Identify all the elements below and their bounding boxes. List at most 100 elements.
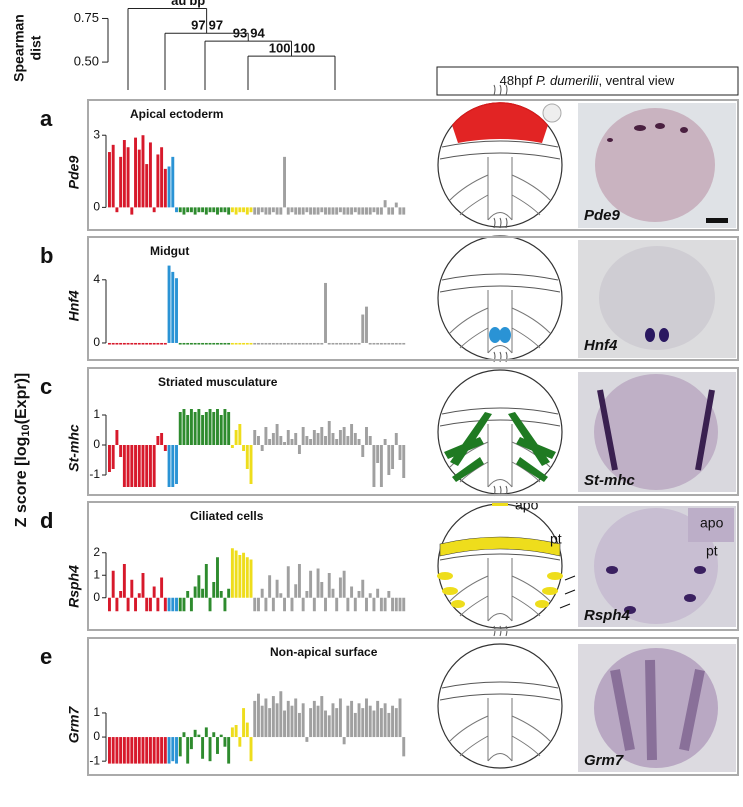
bar — [275, 342, 279, 345]
bar — [342, 427, 346, 445]
bar — [305, 591, 309, 598]
bar — [242, 552, 246, 598]
bar — [350, 700, 354, 738]
bar — [297, 445, 301, 454]
bar — [361, 708, 365, 738]
bar — [327, 342, 331, 345]
panel-title: Striated musculature — [158, 375, 278, 389]
bar — [227, 412, 231, 445]
bar — [342, 207, 346, 215]
bar — [387, 207, 391, 215]
bar — [167, 265, 171, 343]
bar — [316, 705, 320, 738]
bar — [175, 597, 178, 612]
bar — [152, 207, 156, 213]
bar — [286, 430, 290, 445]
view-label-text: , ventral view — [598, 73, 674, 88]
bar — [324, 282, 327, 343]
bar — [361, 445, 365, 457]
bar — [290, 207, 294, 213]
bar — [372, 342, 376, 345]
bar — [279, 691, 283, 738]
photo — [578, 240, 736, 358]
bar — [391, 445, 395, 469]
bar — [189, 597, 193, 612]
bar — [111, 737, 115, 764]
bar — [126, 445, 130, 487]
bar — [290, 439, 294, 445]
bar — [230, 207, 234, 213]
y-tick-label: 0 — [93, 200, 100, 214]
annotation: pt — [706, 543, 718, 559]
bar — [145, 164, 149, 208]
bar — [216, 207, 219, 215]
panel-title: Midgut — [150, 244, 189, 258]
photo-caption: Hnf4 — [584, 337, 618, 354]
bar — [182, 207, 186, 215]
bar — [361, 314, 365, 343]
y-tick-label: 0 — [93, 590, 100, 604]
bar — [342, 570, 346, 598]
bar — [234, 550, 238, 598]
bar — [238, 555, 242, 598]
bar — [365, 306, 368, 343]
bar — [156, 737, 160, 764]
bar — [186, 342, 190, 345]
bar — [290, 597, 294, 612]
bar — [108, 737, 111, 764]
bar — [163, 445, 167, 451]
bar — [305, 342, 309, 345]
bar — [119, 445, 123, 457]
panel-frame — [87, 501, 739, 631]
bar — [141, 737, 145, 764]
bar — [141, 342, 145, 345]
bar — [163, 168, 167, 208]
bar — [320, 427, 324, 445]
bar — [119, 156, 123, 208]
bar — [223, 207, 227, 213]
bar — [216, 737, 219, 754]
bar — [346, 342, 350, 345]
bar — [268, 439, 272, 445]
support-label: 100 — [294, 41, 316, 56]
bar — [264, 342, 268, 345]
panel-frame — [87, 637, 739, 776]
bar — [204, 412, 208, 445]
bar — [402, 737, 406, 757]
bar — [376, 445, 380, 463]
bar — [137, 342, 141, 345]
bar — [219, 207, 223, 213]
bar — [212, 342, 216, 345]
bar — [137, 737, 141, 764]
bar — [160, 342, 164, 345]
bar — [227, 737, 231, 764]
bar — [350, 586, 354, 598]
bar — [286, 207, 290, 215]
bar — [227, 207, 231, 215]
panel-letter: c — [40, 374, 52, 399]
shared-y-label: Z score [log10(Expr)] — [13, 373, 32, 528]
bar — [312, 597, 316, 612]
bar — [204, 207, 208, 215]
bar — [126, 737, 130, 764]
gene-label: Hnf4 — [66, 290, 82, 321]
bar — [316, 433, 320, 445]
bar — [286, 342, 290, 345]
bar — [402, 445, 406, 478]
bar — [331, 433, 335, 445]
bar — [171, 597, 175, 612]
bar — [357, 439, 361, 445]
y-tick-label: -1 — [89, 467, 100, 481]
bar — [324, 207, 327, 215]
bar — [257, 436, 260, 445]
bar — [335, 439, 339, 445]
bar — [175, 207, 178, 213]
bar — [219, 734, 223, 738]
y-label-sub: 10 — [20, 424, 32, 436]
bar — [141, 445, 145, 487]
bar — [309, 570, 313, 598]
bar — [257, 342, 260, 345]
bar — [350, 424, 354, 445]
bar — [253, 207, 257, 215]
bar — [391, 705, 395, 738]
